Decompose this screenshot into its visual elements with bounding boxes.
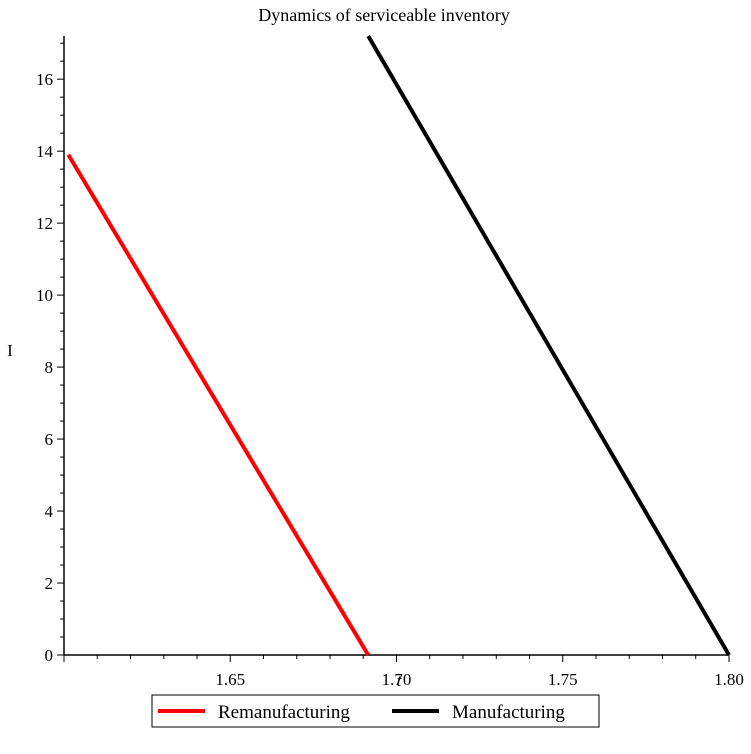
legend-label-remanufacturing: Remanufacturing bbox=[218, 702, 350, 723]
y-tick-label: 6 bbox=[45, 430, 54, 449]
legend-box bbox=[151, 694, 600, 728]
y-tick-label: 14 bbox=[36, 142, 54, 161]
x-tick-label: 1.65 bbox=[215, 670, 245, 689]
y-axis-label: I bbox=[7, 341, 13, 360]
y-tick-label: 8 bbox=[45, 358, 54, 377]
x-axis-label: t bbox=[397, 671, 403, 690]
y-tick-label: 10 bbox=[36, 286, 53, 305]
series-line-remanufacturing bbox=[66, 153, 370, 657]
x-tick-label: 1.70 bbox=[382, 670, 412, 689]
series-layer bbox=[66, 34, 731, 657]
legend-label-manufacturing: Manufacturing bbox=[452, 702, 565, 723]
y-tick-label: 16 bbox=[36, 70, 53, 89]
x-tick-label: 1.80 bbox=[714, 670, 744, 689]
x-ticks: 1.65 1.70 1.75 1.80 bbox=[63, 655, 744, 689]
x-tick-label: 1.75 bbox=[548, 670, 578, 689]
axes: 1.65 1.70 1.75 1.80 0 2 4 6 8 10 12 14 16 bbox=[36, 36, 744, 689]
y-ticks: 0 2 4 6 8 10 12 14 16 bbox=[36, 42, 64, 665]
y-tick-label: 0 bbox=[45, 646, 54, 665]
series-line-manufacturing bbox=[366, 34, 731, 657]
legend: Remanufacturing Manufacturing bbox=[151, 694, 600, 728]
chart-title: Dynamics of serviceable inventory bbox=[258, 5, 509, 25]
y-tick-label: 12 bbox=[36, 214, 53, 233]
y-tick-label: 2 bbox=[45, 574, 54, 593]
y-tick-label: 4 bbox=[45, 502, 54, 521]
